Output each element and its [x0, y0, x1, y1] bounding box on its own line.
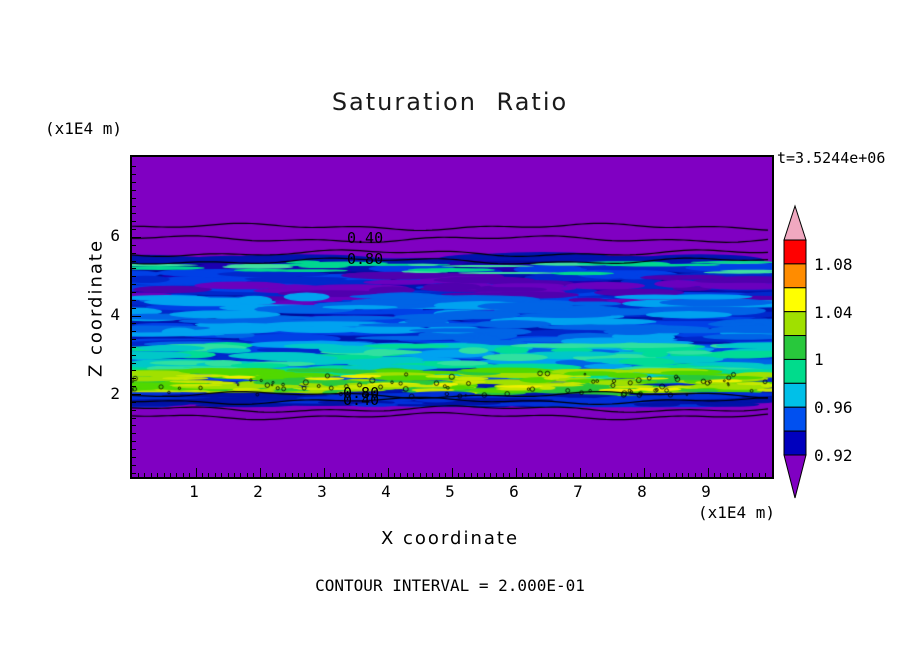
contour-line-label: 0.40 [347, 229, 384, 247]
colorbar-segment [783, 263, 807, 289]
colorbar-over-arrow [783, 204, 807, 241]
colorbar-tick-label: 1.04 [814, 302, 853, 322]
contour-interval-note: CONTOUR INTERVAL = 2.000E-01 [315, 576, 585, 595]
contour-line-label: 0.80 [347, 250, 384, 268]
colorbar-segment [783, 382, 807, 408]
x-tick-label: 2 [253, 482, 263, 501]
colorbar-under-arrow [783, 454, 807, 499]
colorbar-segment [783, 335, 807, 360]
x-axis-title: X coordinate [380, 528, 520, 549]
x-tick-label: 7 [573, 482, 583, 501]
colorbar-segment [783, 406, 807, 432]
colorbar-segment [783, 311, 807, 337]
colorbar-segment [783, 287, 807, 313]
colorbar [783, 204, 807, 499]
y-axis-unit: (x1E4 m) [45, 119, 123, 138]
x-tick-label: 5 [445, 482, 455, 501]
x-tick-label: 3 [317, 482, 327, 501]
colorbar-tick-label: 0.92 [814, 446, 853, 465]
contour-line-label: 0.40 [343, 391, 380, 409]
contour-field-canvas [132, 157, 772, 477]
time-annotation: t=3.5244e+06 [777, 149, 886, 167]
chart-title: Saturation Ratio [331, 88, 569, 116]
contour-line-label: 0.80 [343, 384, 380, 402]
y-tick-label: 4 [110, 305, 120, 325]
plot-area [130, 155, 774, 479]
y-tick-label: 2 [110, 383, 120, 403]
x-tick-label: 4 [381, 482, 391, 501]
x-tick-label: 1 [189, 482, 199, 501]
x-tick-label: 6 [509, 482, 519, 501]
colorbar-segment [783, 430, 807, 456]
colorbar-tick-label: 1 [814, 350, 824, 370]
colorbar-segment [783, 239, 807, 265]
x-axis-unit: (x1E4 m) [697, 503, 775, 522]
colorbar-tick-label: 0.96 [814, 398, 853, 418]
colorbar-tick-label: 1.08 [814, 254, 853, 274]
y-tick-label: 6 [110, 226, 120, 246]
x-tick-label: 9 [701, 482, 711, 501]
x-tick-label: 8 [637, 482, 647, 501]
colorbar-segment [783, 358, 807, 384]
